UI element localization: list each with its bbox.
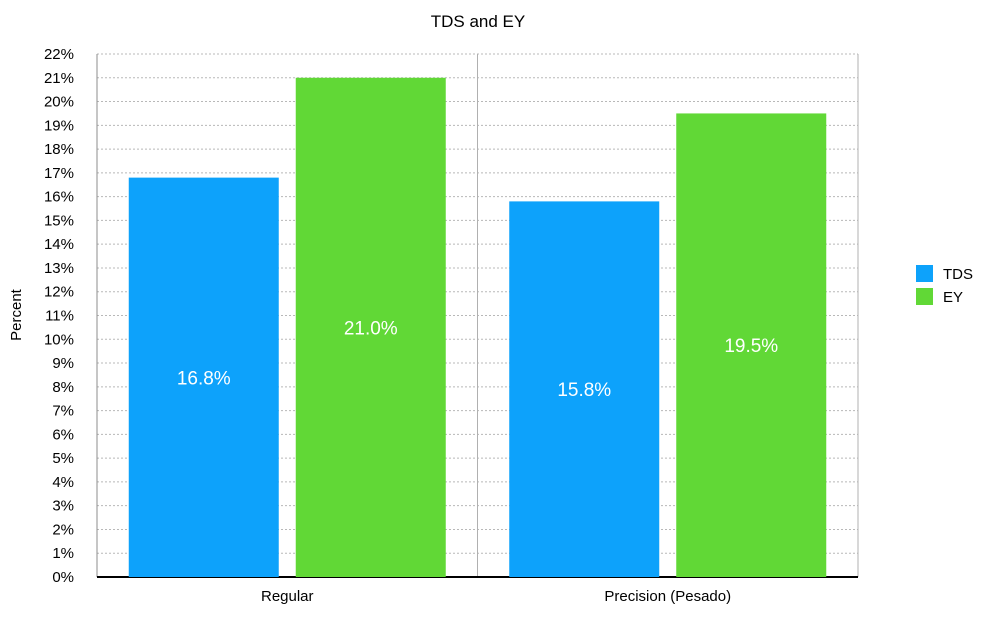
chart-title: TDS and EY (431, 12, 526, 31)
y-tick-label: 14% (44, 236, 74, 253)
bar-data-label: 21.0% (344, 318, 398, 339)
y-tick-label: 19% (44, 117, 74, 134)
y-tick-label: 22% (44, 46, 74, 63)
bar-data-label: 15.8% (557, 380, 611, 401)
y-tick-label: 16% (44, 189, 74, 206)
y-tick-label: 5% (52, 450, 74, 467)
y-tick-label: 0% (52, 569, 74, 586)
bar-data-label: 16.8% (177, 368, 231, 389)
y-tick-label: 4% (52, 474, 74, 491)
y-tick-label: 10% (44, 331, 74, 348)
y-axis-label: Percent (8, 288, 25, 341)
y-tick-label: 12% (44, 284, 74, 301)
y-tick-label: 21% (44, 70, 74, 87)
legend-label: EY (943, 289, 963, 306)
y-tick-label: 9% (52, 355, 74, 372)
legend-swatch (916, 288, 933, 305)
x-tick-label: Regular (261, 588, 314, 605)
y-tick-label: 11% (45, 308, 74, 325)
labels: 0% 1% 2% 3% 4% 5% 6% 7% 8% 9% 10% 11% 12% 13% 14% 15% 16… (44, 46, 778, 605)
y-tick-label: 17% (44, 165, 74, 182)
bar (295, 77, 446, 577)
legend-swatch (916, 265, 933, 282)
y-tick-label: 20% (44, 94, 74, 111)
y-tick-label: 6% (52, 426, 74, 443)
y-tick-label: 7% (52, 403, 74, 420)
y-tick-label: 18% (44, 141, 74, 158)
y-tick-label: 2% (52, 521, 74, 538)
legend: TDS EY (916, 265, 973, 306)
bars (128, 77, 827, 578)
bar-data-label: 19.5% (724, 336, 778, 357)
bar (128, 177, 279, 578)
y-tick-label: 3% (52, 498, 74, 515)
y-tick-label: 13% (44, 260, 74, 277)
bar (676, 113, 827, 577)
legend-label: TDS (943, 266, 973, 283)
y-tick-label: 15% (44, 212, 74, 229)
x-tick-label: Precision (Pesado) (604, 588, 731, 605)
bar (509, 201, 660, 577)
y-tick-label: 8% (52, 379, 74, 396)
y-tick-label: 1% (52, 545, 74, 562)
